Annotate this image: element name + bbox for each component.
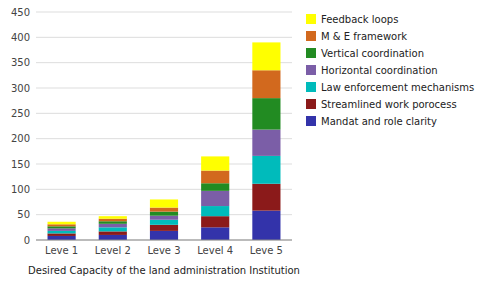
bar-segment [99, 227, 127, 231]
y-tick-label: 150 [11, 159, 30, 170]
grid-line [36, 37, 292, 38]
bar-segment [48, 222, 76, 225]
legend-label: M & E framework [321, 31, 407, 42]
bar-segment [99, 224, 127, 228]
y-tick-label: 400 [11, 32, 30, 43]
legend-label: Feedback loops [321, 14, 398, 25]
y-tick-label: 200 [11, 133, 30, 144]
bar-segment [150, 199, 178, 207]
bar-segment [99, 231, 127, 235]
x-axis-label: Desired Capacity of the land administrat… [28, 265, 300, 276]
y-tick-label: 0 [24, 235, 30, 246]
legend-swatch [306, 65, 316, 75]
legend-swatch [306, 99, 316, 109]
legend-swatch [306, 82, 316, 92]
bar-segment [48, 226, 76, 228]
bar-segment [252, 70, 280, 98]
bar-segment [48, 224, 76, 226]
bar-segment [99, 221, 127, 224]
bar-segment [201, 171, 229, 184]
bar-segment [48, 231, 76, 234]
legend-label: Law enforcement mechanisms [321, 82, 474, 93]
bar-segment [201, 227, 229, 240]
legend-swatch [306, 48, 316, 58]
bar-segment [201, 156, 229, 170]
bar-segment [150, 220, 178, 225]
legend-swatch [306, 14, 316, 24]
x-tick-label: Leve 1 [45, 245, 78, 256]
bar-segment [201, 216, 229, 227]
legend-label: Horizontal coordination [321, 65, 438, 76]
legend-swatch [306, 116, 316, 126]
bar-segment [99, 235, 127, 240]
x-tick-label: Level 2 [95, 245, 131, 256]
bar-segment [252, 42, 280, 70]
bar-segment [252, 156, 280, 184]
chart: 0 50 100 150 200 250 300 350 400 450 Leve 1 Level 2… [0, 0, 500, 290]
x-axis-line [36, 240, 292, 241]
grid-line [36, 240, 292, 241]
x-tick-label: Leve 3 [147, 245, 180, 256]
bar-segment [48, 236, 76, 240]
bar-segment [99, 219, 127, 222]
legend: Feedback loops M & E framework Vertical co… [306, 14, 474, 127]
y-tick-label: 450 [11, 7, 30, 18]
grid [36, 12, 292, 240]
bar-segment [201, 183, 229, 191]
bar-segment [252, 130, 280, 156]
y-tick-label: 350 [11, 57, 30, 68]
bar-segment [150, 208, 178, 212]
bar-segment [150, 216, 178, 220]
bar-segment [201, 191, 229, 206]
bar-segment [150, 212, 178, 216]
bar-segment [99, 216, 127, 219]
y-tick-label: 250 [11, 108, 30, 119]
y-tick-label: 300 [11, 83, 30, 94]
bars [48, 42, 281, 240]
y-tick-label: 100 [11, 184, 30, 195]
bar-segment [150, 225, 178, 231]
bar-segment [252, 184, 280, 211]
bar-segment [201, 206, 229, 216]
y-tick-label: 50 [17, 209, 30, 220]
bar-segment [150, 231, 178, 240]
legend-label: Mandat and role clarity [321, 116, 437, 127]
legend-label: Vertical coordination [321, 48, 424, 59]
bar-segment [252, 211, 280, 240]
bar-segment [48, 228, 76, 231]
bar-segment [48, 233, 76, 236]
grid-line [36, 12, 292, 13]
bar-segment [252, 98, 280, 129]
x-tick-label: Level 4 [197, 245, 233, 256]
legend-swatch [306, 31, 316, 41]
x-tick-label: Leve 5 [250, 245, 283, 256]
legend-label: Streamlined work porocess [321, 99, 457, 110]
